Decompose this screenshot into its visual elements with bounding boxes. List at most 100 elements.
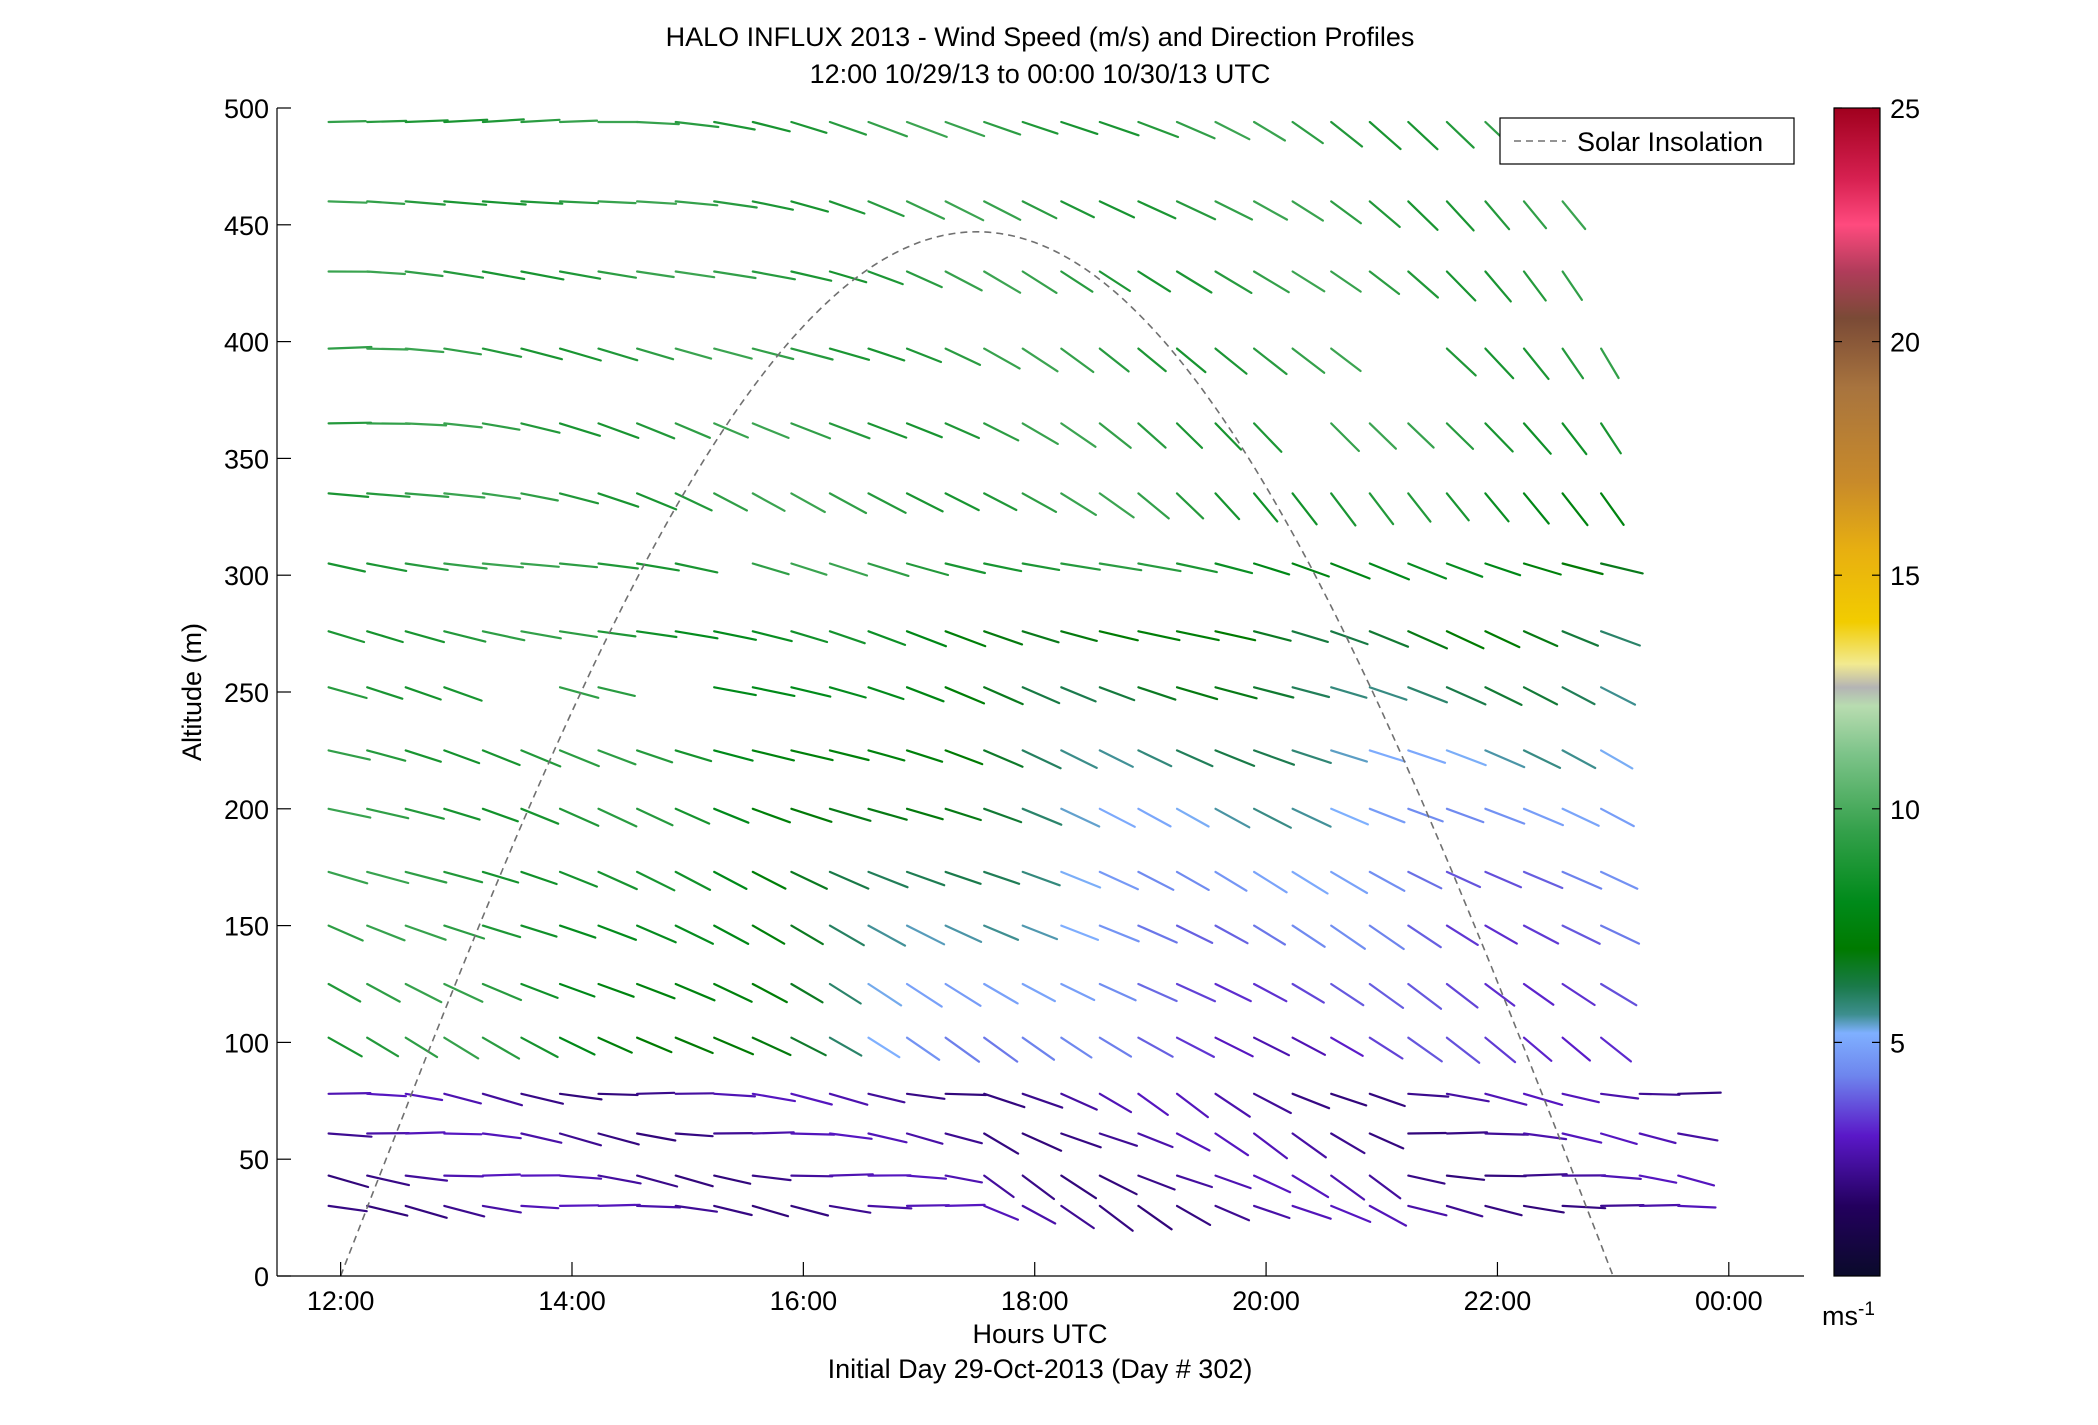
wind-vector — [1368, 1132, 1405, 1150]
wind-vector — [1561, 1132, 1603, 1144]
wind-vector — [1098, 200, 1136, 219]
wind-vector — [1021, 749, 1062, 770]
wind-vector — [481, 270, 526, 281]
wind-vector — [1252, 200, 1289, 221]
wind-vector — [1060, 870, 1102, 889]
wind-vector — [1599, 1036, 1633, 1063]
wind-vector — [1407, 492, 1432, 523]
wind-vector — [520, 982, 559, 1000]
wind-vector — [828, 120, 868, 136]
wind-vector — [1407, 120, 1439, 151]
wind-vector — [1561, 1204, 1607, 1210]
wind-vector — [1175, 870, 1210, 892]
wind-vector — [404, 200, 446, 206]
wind-vector — [1368, 749, 1406, 763]
y-tick-label: 400 — [224, 328, 269, 358]
wind-vector — [828, 1132, 873, 1140]
wind-vector — [327, 686, 368, 700]
wind-vector — [635, 200, 678, 205]
wind-vector — [1445, 630, 1485, 650]
wind-vector — [327, 924, 364, 942]
wind-vector — [713, 982, 753, 1003]
wind-vector — [1368, 686, 1408, 701]
wind-vector — [751, 1036, 792, 1057]
wind-vector — [867, 924, 907, 947]
wind-vector — [1522, 1204, 1565, 1214]
wind-vector — [327, 200, 368, 204]
wind-vector — [944, 807, 982, 822]
wind-vector — [983, 807, 1023, 824]
wind-vector — [1330, 200, 1363, 225]
wind-vector — [597, 924, 638, 941]
wind-vector — [867, 270, 904, 286]
colorbar-tick-label: 15 — [1890, 561, 1920, 591]
wind-vector — [1291, 1174, 1330, 1199]
wind-vector — [1368, 1036, 1404, 1060]
wind-vector — [1445, 120, 1475, 149]
wind-vector — [597, 1203, 641, 1208]
wind-vector — [790, 492, 826, 514]
wind-vector — [597, 492, 640, 508]
wind-vector — [1021, 492, 1058, 513]
wind-vectors — [327, 118, 1722, 1232]
wind-vector — [366, 347, 409, 351]
wind-vector — [1137, 562, 1182, 573]
wind-vector — [1407, 982, 1443, 1010]
wind-vector — [1214, 1132, 1250, 1157]
wind-vector — [1484, 347, 1515, 380]
wind-vector — [674, 492, 713, 512]
wind-vector — [1561, 492, 1589, 527]
wind-vector — [867, 200, 905, 218]
wind-vector — [443, 1204, 486, 1218]
wind-vector — [1175, 1036, 1216, 1059]
colorbar-unit: ms-1 — [1822, 1299, 1875, 1331]
wind-vector — [366, 749, 407, 762]
wind-vector — [1445, 870, 1482, 889]
wind-vector — [1098, 347, 1130, 373]
wind-vector — [1445, 1204, 1484, 1218]
y-axis-label: Altitude (m) — [177, 623, 207, 761]
wind-vector — [1599, 630, 1641, 647]
wind-vector — [828, 270, 868, 284]
wind-vector — [443, 1174, 485, 1178]
wind-vector — [674, 982, 716, 1002]
wind-vector — [944, 924, 983, 944]
x-tick-label: 22:00 — [1464, 1286, 1532, 1316]
wind-vector — [713, 1036, 755, 1056]
wind-vector — [751, 749, 796, 762]
wind-vector — [1175, 270, 1213, 294]
wind-vector — [1561, 749, 1597, 770]
wind-vector — [558, 347, 602, 362]
wind-vector — [751, 1131, 795, 1135]
wind-vector — [327, 492, 370, 498]
wind-vector — [558, 562, 599, 569]
wind-vector — [1291, 870, 1329, 895]
wind-vector — [1214, 1036, 1254, 1058]
wind-vector — [327, 345, 373, 350]
wind-vector — [905, 870, 946, 887]
wind-vector — [1330, 1036, 1364, 1057]
wind-vector — [1214, 924, 1249, 945]
wind-vector — [520, 870, 558, 886]
wind-vector — [983, 686, 1024, 706]
plot-axes: 0 50 100 150 200 250 300 350 400 450 500 12:00 14:00… — [224, 94, 1804, 1316]
wind-vector — [983, 1036, 1019, 1063]
wind-vector — [443, 492, 486, 499]
wind-vector — [674, 1036, 714, 1055]
wind-vector — [674, 870, 712, 892]
wind-vector — [751, 924, 786, 945]
wind-vector — [1368, 492, 1395, 526]
wind-vector — [828, 686, 867, 699]
wind-vector — [1484, 1036, 1517, 1064]
wind-vector — [1060, 562, 1101, 571]
wind-vector — [443, 562, 488, 570]
wind-vector — [1522, 492, 1550, 525]
wind-vector — [635, 422, 676, 440]
wind-vector — [1252, 1174, 1292, 1194]
wind-vector — [944, 982, 982, 1007]
wind-vector — [481, 118, 525, 124]
wind-vector — [481, 562, 525, 569]
wind-vector — [635, 870, 676, 892]
y-tick-label: 250 — [224, 678, 269, 708]
wind-vector — [790, 749, 834, 762]
